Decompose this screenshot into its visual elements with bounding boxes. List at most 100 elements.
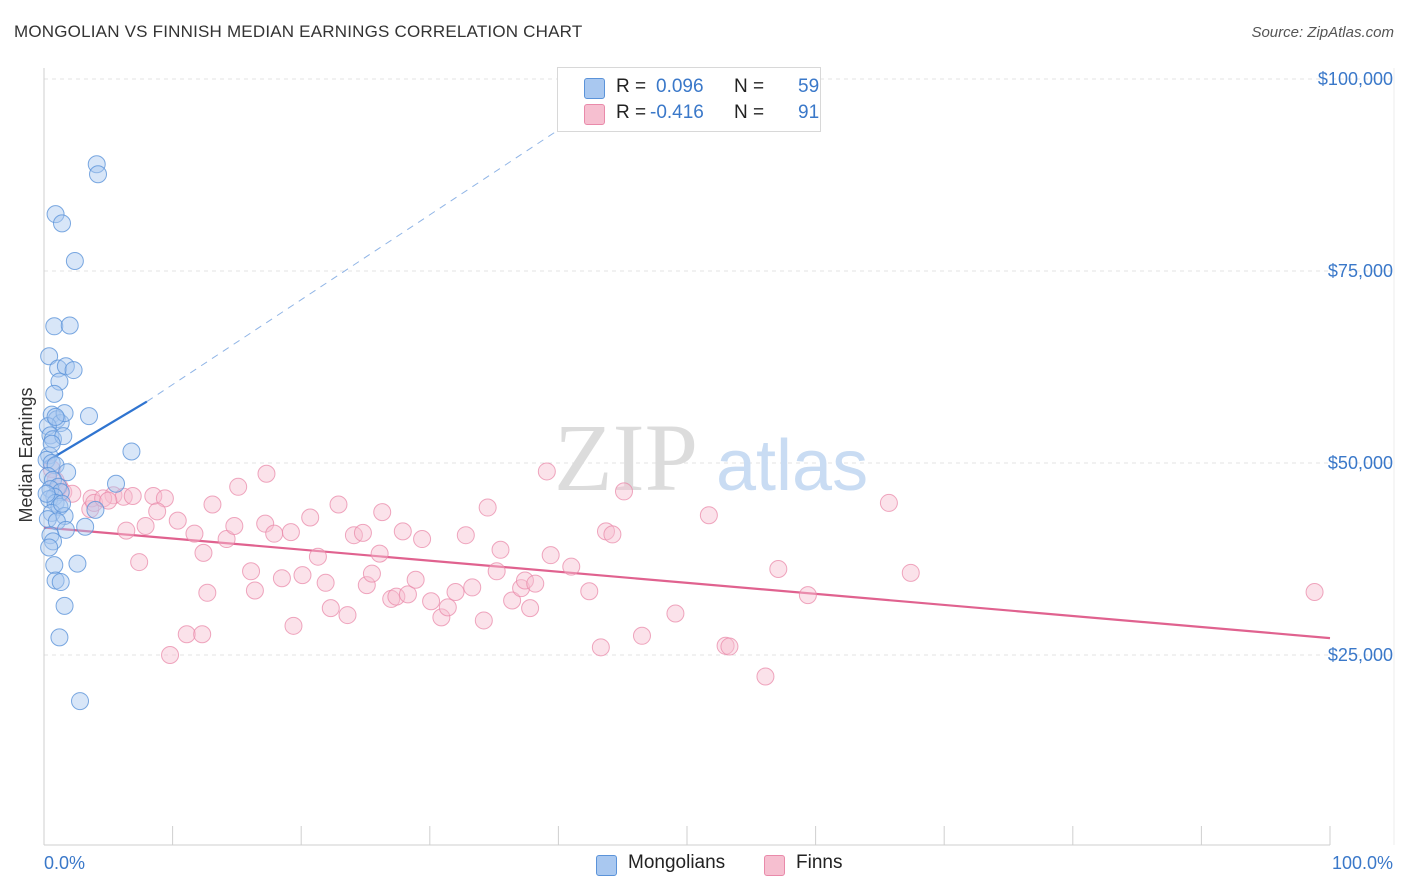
finns-point [756, 667, 775, 686]
mongolians-point [37, 484, 56, 503]
mongolians-point [40, 538, 59, 557]
finns-point [123, 487, 142, 506]
finns-point [580, 582, 599, 601]
finns-point [144, 487, 163, 506]
finns-point [720, 637, 739, 656]
finns-points [42, 460, 1324, 686]
bottom-legend-swatch-pink [764, 855, 785, 876]
finns-point [537, 462, 556, 481]
mongolians-point [86, 500, 105, 519]
mongolians-point [58, 463, 77, 482]
finns-point [329, 495, 348, 514]
finns-point [632, 626, 651, 645]
finns-point [203, 495, 222, 514]
mongolians-point [45, 384, 64, 403]
finns-point [474, 611, 493, 630]
trendlines [43, 78, 1331, 640]
y-tick-label: $100,000 [1318, 69, 1393, 89]
finns-point [614, 482, 633, 501]
bottom-legend-label: Mongolians [628, 852, 726, 873]
finns-point [362, 564, 381, 583]
mongolians-point [53, 214, 72, 233]
finns-point [257, 464, 276, 483]
finns-point [193, 625, 212, 644]
mongolians-point [65, 252, 84, 271]
finns-point [185, 524, 204, 543]
finns-point [99, 491, 118, 510]
finns-point [130, 553, 149, 572]
finns-point [603, 525, 622, 544]
finns-point [413, 530, 432, 549]
mongolians-point [53, 494, 72, 513]
finns-point [168, 511, 187, 530]
legend-r-value: -0.416 [650, 102, 704, 123]
finns-point [503, 591, 522, 610]
finns-point [284, 616, 303, 635]
chart-title: MONGOLIAN VS FINNISH MEDIAN EARNINGS COR… [14, 22, 583, 41]
finns-point [338, 606, 357, 625]
mongolians-trend-line [43, 400, 148, 464]
finns-point [245, 581, 264, 600]
mongolians-point [64, 361, 83, 380]
watermark-atlas: atlas [716, 426, 868, 506]
mongolians-point [71, 692, 90, 711]
finns-point [798, 586, 817, 605]
finns-point [148, 502, 167, 521]
finns-point [293, 566, 312, 585]
mongolians-point [68, 554, 87, 573]
finns-point [446, 583, 465, 602]
mongolians-point [37, 450, 56, 469]
finns-point [456, 526, 475, 545]
axes [43, 68, 1395, 846]
finns-point [491, 540, 510, 559]
legend-n-label: N = [734, 102, 765, 123]
mongolians-point [107, 474, 126, 493]
tick-labels: $25,000 $50,000 $75,000 $100,000 0.0% 100.0% [44, 69, 1393, 873]
finns-point [398, 585, 417, 604]
mongolians-point [122, 442, 141, 461]
mongolians-point [87, 155, 106, 174]
mongolians-point [42, 434, 61, 453]
legend-r-label: R = [616, 102, 647, 123]
finns-point [526, 574, 545, 593]
finns-point [265, 524, 284, 543]
finns-point [422, 592, 441, 611]
finns-point [370, 544, 389, 563]
finns-trend-line [43, 526, 1331, 640]
x-tick-label: 0.0% [44, 853, 85, 873]
mongolians-point [55, 596, 74, 615]
legend-n-value: 91 [798, 102, 820, 123]
finns-point [373, 503, 392, 522]
legend-n-label: N = [734, 76, 765, 97]
finns-point [357, 576, 376, 595]
bottom-legend-swatch-blue [596, 855, 617, 876]
finns-point [562, 557, 581, 576]
mongolians-points [37, 155, 141, 711]
chart-source: Source: ZipAtlas.com [1251, 24, 1394, 41]
finns-point [541, 546, 560, 565]
mongolians-point [51, 483, 70, 502]
mongolians-point [76, 517, 95, 536]
y-tick-label: $75,000 [1328, 261, 1393, 281]
finns-point [229, 477, 248, 496]
finns-point [478, 498, 497, 517]
y-axis-label: Median Earnings [16, 387, 36, 522]
finns-point [225, 516, 244, 535]
finns-point [769, 559, 788, 578]
mongolians-point [60, 316, 79, 335]
mongolians-point [46, 205, 65, 224]
finns-point [85, 493, 104, 512]
finns-point [432, 608, 451, 627]
finns-point [521, 599, 540, 618]
legend-r-value: 0.096 [656, 76, 704, 97]
finns-point [198, 583, 217, 602]
finns-point [879, 493, 898, 512]
watermark-zip: ZIP [554, 404, 698, 511]
legend-swatch-pink [584, 104, 605, 125]
correlation-legend: R = 0.096 N = 59 R = -0.416 N = 91 [557, 67, 821, 132]
finns-point [387, 587, 406, 606]
finns-point [487, 562, 506, 581]
legend-swatch-blue [584, 78, 605, 99]
finns-point [316, 573, 335, 592]
